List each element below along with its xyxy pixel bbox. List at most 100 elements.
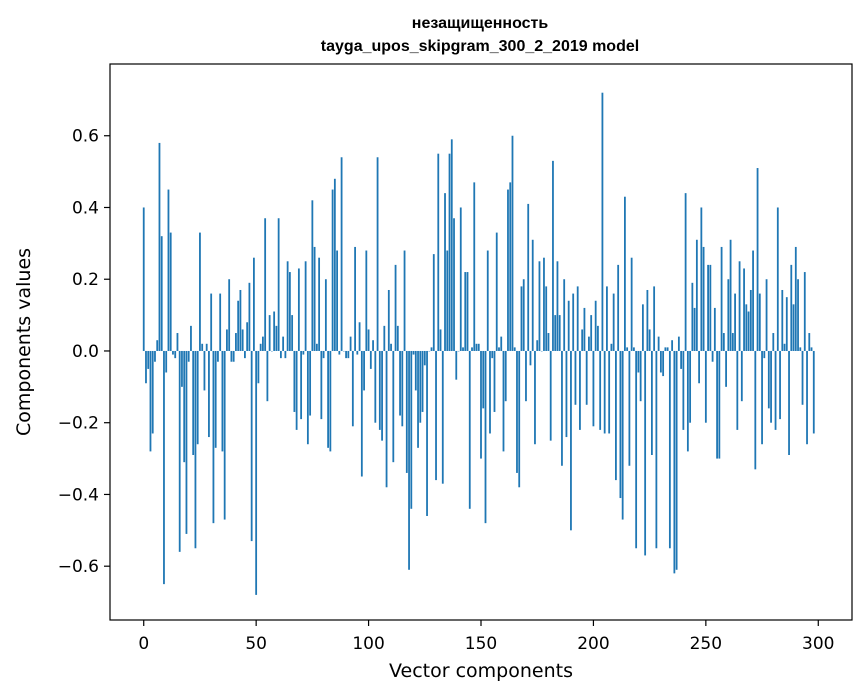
bar [635,350,638,549]
bar [675,350,678,570]
bar [545,286,548,351]
bar [630,257,633,351]
bar [529,350,532,366]
bar [268,315,271,351]
bar [543,257,545,351]
bar [372,340,374,351]
bar [563,279,566,351]
bar [686,350,689,452]
bar [383,325,386,351]
bar [329,350,332,452]
bar [455,350,458,380]
bar [502,350,505,452]
bar [615,350,617,481]
bar [176,333,179,351]
bar [637,350,640,373]
bar [266,350,269,402]
bar [592,350,595,427]
bar [369,350,372,369]
bar [556,261,559,351]
bar [779,350,781,420]
bar [666,347,669,351]
bar [255,350,258,595]
bar [806,350,808,445]
bar [612,293,615,351]
bar [534,350,536,445]
bar [338,350,341,355]
bar [709,264,712,351]
bar [259,343,262,351]
bar [232,350,235,362]
bar [599,350,602,430]
x-tick-label: 200 [577,634,609,654]
bar [444,193,446,351]
bar [509,182,512,351]
bar [349,336,352,351]
bar [725,350,727,387]
bar [619,350,622,499]
bar [790,264,793,351]
bar [590,315,593,351]
bar [648,329,651,351]
bar [399,350,401,416]
x-axis-ticks: 0 50 100 150 200 250 300 [138,620,834,654]
bar [621,350,624,520]
bar [774,350,777,430]
bar [363,350,365,391]
bar [603,350,606,434]
bar [673,350,676,574]
bar [208,350,210,438]
bar [471,347,473,351]
bar [756,168,759,351]
bar [783,343,786,351]
bar [385,350,388,488]
bar [484,350,487,524]
bar [711,350,714,362]
bar [453,218,455,351]
bar [340,157,343,351]
bar [574,350,577,405]
bar [275,325,278,351]
bar [628,350,631,466]
bar [507,189,509,351]
bar [228,279,231,351]
bar [381,350,383,441]
bar [689,350,692,423]
bar [763,350,766,359]
bar [311,200,314,351]
bar [174,350,177,359]
bar [378,350,381,430]
bar [309,350,312,416]
bar [394,264,397,351]
bar [376,157,379,351]
bar [441,350,444,484]
bar [221,350,224,452]
bar [606,286,608,351]
bar [583,307,586,351]
bar [729,239,732,351]
bar [662,350,665,377]
bar [641,304,644,351]
bar [585,350,588,405]
bar [538,261,541,351]
bar [727,279,730,351]
bar [282,336,285,351]
bar [799,347,802,351]
bar [217,350,219,362]
bar [794,246,797,351]
bar [163,350,165,585]
bar [536,340,539,351]
bar [691,282,694,351]
bar [437,153,440,351]
bar [504,350,507,402]
bar [491,350,494,359]
bar [417,350,419,448]
bar [410,350,413,509]
bar [558,315,561,351]
bar [572,293,575,351]
bar [293,350,296,412]
bar [594,300,597,351]
bar [702,246,705,351]
bar [392,350,395,463]
bar [396,325,399,351]
